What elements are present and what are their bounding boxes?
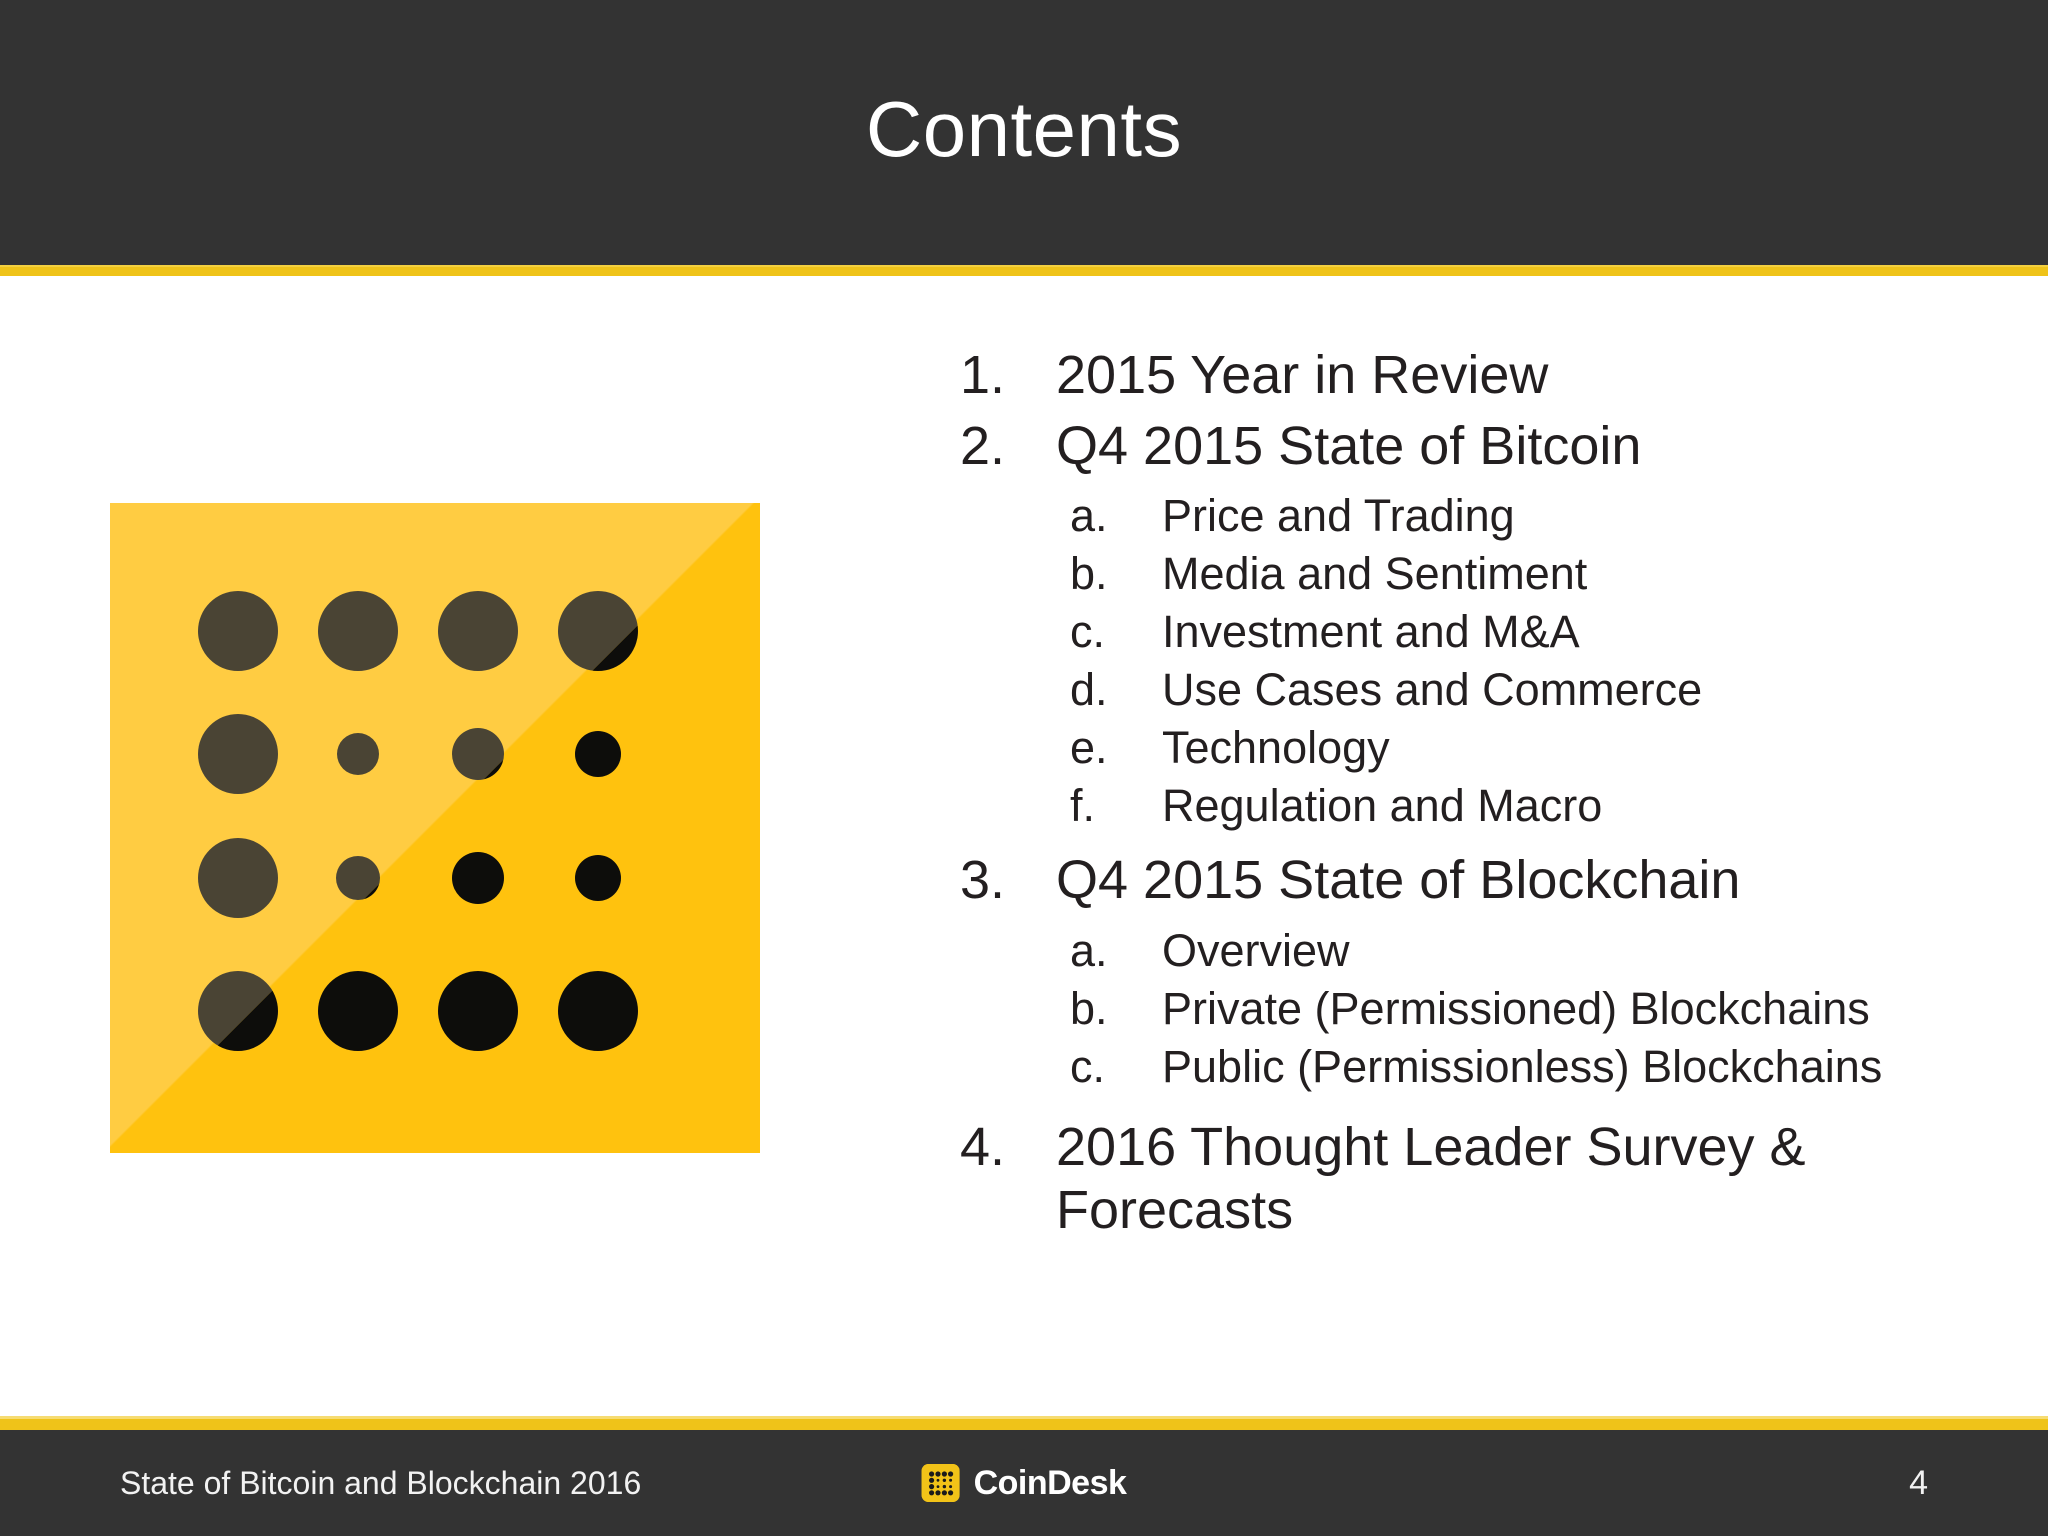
toc-item-2e[interactable]: e. Technology (1070, 721, 2020, 775)
toc-item-4-marker: 4. (960, 1116, 1006, 1177)
table-of-contents: 1. 2015 Year in Review 2. Q4 2015 State … (960, 276, 2020, 1246)
slide-body: 1. 2015 Year in Review 2. Q4 2015 State … (0, 276, 2048, 1416)
footer-deck-title: State of Bitcoin and Blockchain 2016 (120, 1465, 642, 1501)
header-divider (0, 265, 2048, 276)
coindesk-wordmark: CoinDesk (973, 1464, 1127, 1502)
toc-item-2-label: Q4 2015 State of Bitcoin (1056, 415, 1642, 476)
toc-item-2-sublist: a. Price and Trading b. Media and Sentim… (960, 489, 2020, 833)
toc-item-3-label: Q4 2015 State of Blockchain (1056, 850, 1741, 911)
toc-item-2d[interactable]: d. Use Cases and Commerce (1070, 663, 2020, 717)
toc-item-2f[interactable]: f. Regulation and Macro (1070, 779, 2020, 833)
toc-item-2e-marker: e. (1070, 722, 1108, 774)
toc-item-1-marker: 1. (960, 345, 1006, 405)
toc-item-2d-marker: d. (1070, 664, 1108, 716)
toc-item-2c-marker: c. (1070, 606, 1106, 658)
toc-item-1-label: 2015 Year in Review (1056, 345, 1549, 405)
toc-item-2b[interactable]: b. Media and Sentiment (1070, 547, 2020, 601)
dot-grid-tile (110, 503, 760, 1153)
toc-item-3c-marker: c. (1070, 1040, 1106, 1092)
coindesk-dot-grid-icon (921, 1464, 960, 1502)
toc-item-2c-label: Investment and M&A (1162, 606, 1580, 658)
toc-item-2a[interactable]: a. Price and Trading (1070, 489, 2020, 543)
page-number: 4 (1909, 1464, 1928, 1502)
toc-item-2c[interactable]: c. Investment and M&A (1070, 605, 2020, 659)
toc-item-3c-label: Public (Permissionless) Blockchains (1162, 1040, 1883, 1092)
page-title: Contents (865, 84, 1183, 173)
toc-item-3a[interactable]: a. Overview (1070, 924, 2020, 978)
toc-item-3c[interactable]: c. Public (Permissionless) Blockchains (1070, 1040, 2020, 1094)
toc-item-3a-marker: a. (1070, 924, 1108, 976)
footer-divider (0, 1416, 2048, 1430)
toc-item-4-label: 2016 Thought Leader Survey & Forecasts (1056, 1116, 1806, 1240)
toc-item-2e-label: Technology (1162, 722, 1390, 774)
slide-header: Contents (0, 0, 2048, 265)
toc-item-3-sublist: a. Overview b. Private (Permissioned) Bl… (960, 924, 2020, 1094)
toc-item-2f-marker: f. (1070, 780, 1096, 832)
toc-item-2b-label: Media and Sentiment (1162, 548, 1588, 600)
toc-item-3-marker: 3. (960, 850, 1006, 911)
toc-item-4[interactable]: 4. 2016 Thought Leader Survey & Forecast… (960, 1116, 2020, 1241)
toc-item-2f-label: Regulation and Macro (1162, 780, 1603, 832)
toc-item-2d-label: Use Cases and Commerce (1162, 664, 1703, 716)
toc-item-2a-marker: a. (1070, 490, 1108, 542)
toc-item-3b-label: Private (Permissioned) Blockchains (1162, 982, 1870, 1034)
toc-item-3b[interactable]: b. Private (Permissioned) Blockchains (1070, 982, 2020, 1036)
coindesk-logo: CoinDesk (921, 1464, 1127, 1502)
toc-item-2b-marker: b. (1070, 548, 1108, 600)
toc-item-1[interactable]: 1. 2015 Year in Review (960, 344, 2020, 407)
dot-grid-dots (198, 591, 672, 1065)
dot-grid-graphic (110, 503, 760, 1153)
toc-item-3[interactable]: 3. Q4 2015 State of Blockchain (960, 849, 2020, 912)
toc-item-3a-label: Overview (1162, 924, 1350, 976)
toc-item-2-marker: 2. (960, 415, 1006, 476)
slide-footer: State of Bitcoin and Blockchain 2016 (0, 1430, 2048, 1536)
toc-item-2[interactable]: 2. Q4 2015 State of Bitcoin (960, 415, 2020, 478)
toc-item-2a-label: Price and Trading (1162, 490, 1515, 542)
toc-item-3b-marker: b. (1070, 982, 1108, 1034)
